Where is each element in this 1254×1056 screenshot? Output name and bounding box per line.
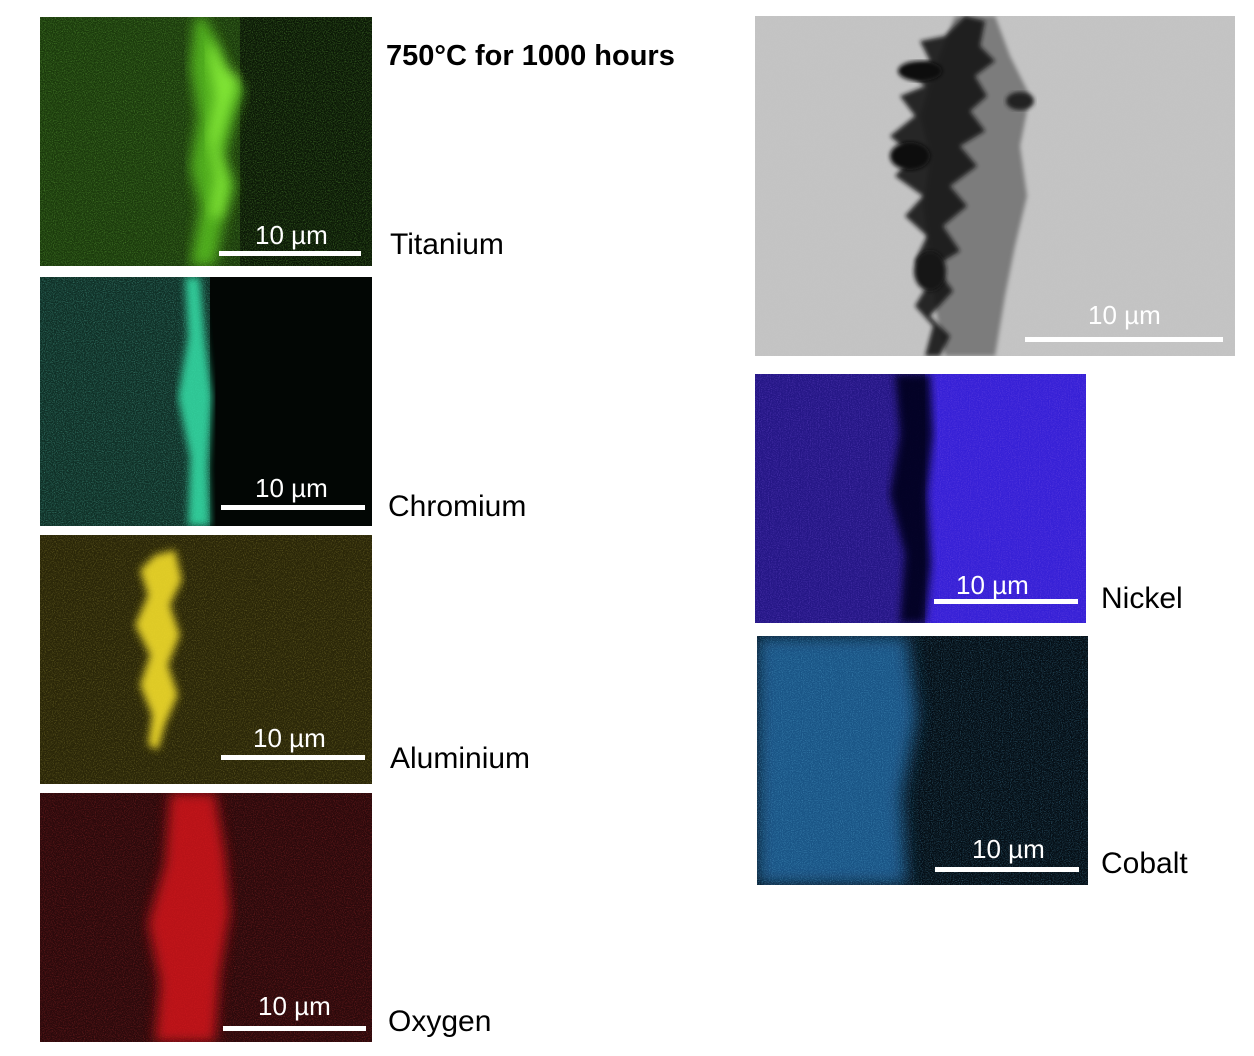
oxygen-label: Oxygen xyxy=(388,1005,492,1038)
scale-bar xyxy=(935,867,1079,872)
oxygen-map-image xyxy=(40,793,372,1042)
aluminium-map-image xyxy=(40,535,372,784)
cobalt-map: 10 µm xyxy=(757,636,1088,885)
scale-bar xyxy=(934,599,1078,604)
scale-bar xyxy=(223,1026,366,1031)
scale-bar-label: 10 µm xyxy=(956,570,1029,600)
chromium-map: 10 µm xyxy=(40,277,372,526)
nickel-map: 10 µm xyxy=(755,374,1086,623)
titanium-map: 10 µm xyxy=(40,17,372,266)
sem-image xyxy=(755,16,1235,356)
scale-bar xyxy=(221,755,365,760)
cobalt-map-image xyxy=(757,636,1088,885)
chromium-map-image xyxy=(40,277,372,526)
scale-bar-label: 10 µm xyxy=(255,473,328,503)
sem-micrograph: 10 µm xyxy=(755,16,1235,356)
figure-title: 750°C for 1000 hours xyxy=(386,40,675,72)
scale-bar-label: 10 µm xyxy=(255,220,328,250)
scale-bar-label: 10 µm xyxy=(258,991,331,1021)
chromium-label: Chromium xyxy=(388,490,527,523)
scale-bar xyxy=(1025,337,1223,342)
titanium-map-image xyxy=(40,17,372,266)
cobalt-label: Cobalt xyxy=(1101,847,1188,880)
aluminium-map: 10 µm xyxy=(40,535,372,784)
scale-bar-label: 10 µm xyxy=(972,834,1045,864)
titanium-label: Titanium xyxy=(390,228,504,261)
scale-bar xyxy=(219,251,361,256)
nickel-map-image xyxy=(755,374,1086,623)
scale-bar xyxy=(221,505,365,510)
aluminium-label: Aluminium xyxy=(390,742,531,775)
nickel-label: Nickel xyxy=(1101,582,1183,615)
scale-bar-label: 10 µm xyxy=(253,723,326,753)
scale-bar-label: 10 µm xyxy=(1088,300,1161,330)
oxygen-map: 10 µm xyxy=(40,793,372,1042)
